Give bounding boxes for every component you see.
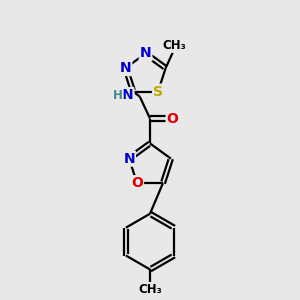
Text: N: N	[120, 61, 131, 75]
Text: O: O	[167, 112, 178, 125]
Text: N: N	[123, 152, 135, 166]
Text: S: S	[153, 85, 163, 99]
Text: N: N	[140, 46, 152, 61]
Text: N: N	[122, 88, 133, 102]
Text: CH₃: CH₃	[163, 39, 186, 52]
Text: N: N	[122, 88, 133, 102]
Text: CH₃: CH₃	[138, 283, 162, 296]
Text: H: H	[113, 89, 123, 103]
Text: O: O	[131, 176, 143, 190]
